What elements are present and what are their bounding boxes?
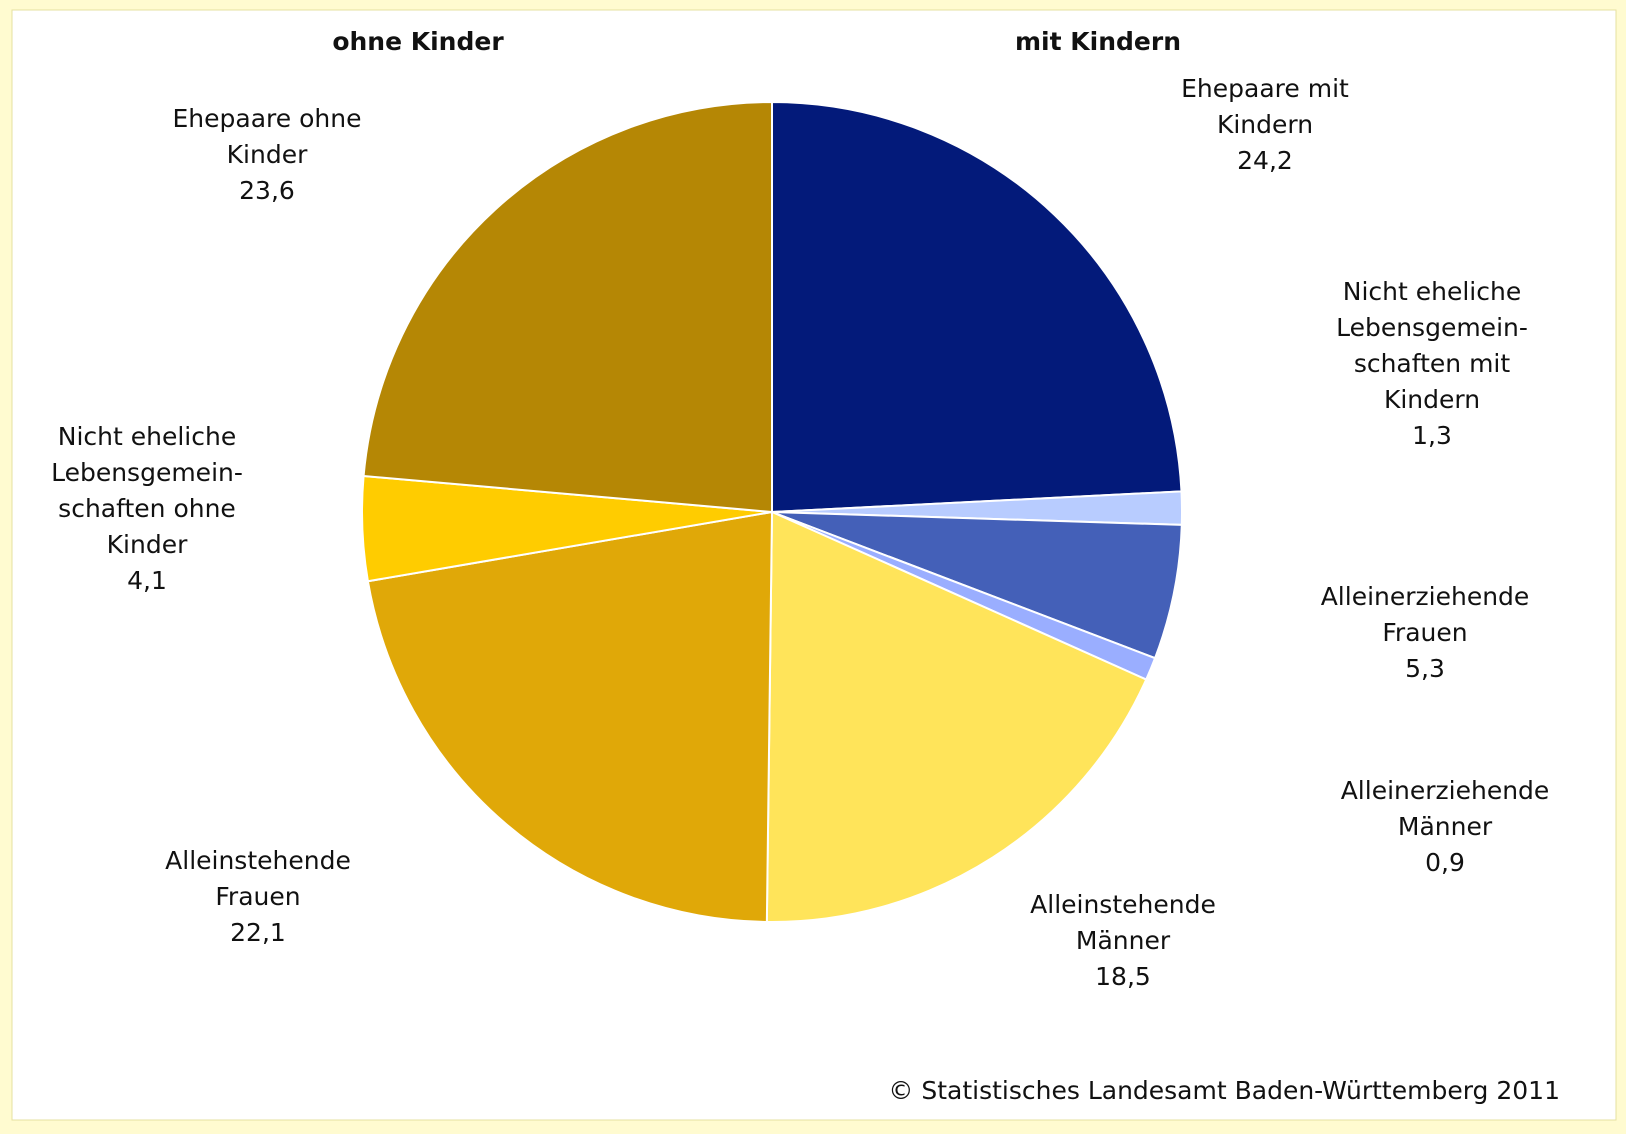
slice-label: Kinder <box>107 530 188 559</box>
value-label: 22,1 <box>230 918 286 947</box>
group-label: ohne Kinder <box>332 27 504 56</box>
value-label: 5,3 <box>1405 654 1445 683</box>
slice-label: Männer <box>1398 812 1493 841</box>
slice-label: Männer <box>1076 926 1171 955</box>
slice-label: Kindern <box>1217 110 1313 139</box>
pie-slice <box>765 510 1148 923</box>
slice-label: Nicht eheliche <box>58 422 236 451</box>
value-label: 4,1 <box>127 566 167 595</box>
slice-label: Frauen <box>215 882 300 911</box>
slice-label: Nicht eheliche <box>1343 277 1521 306</box>
slice-label: Ehepaare ohne <box>173 104 362 133</box>
value-label: 23,6 <box>239 176 295 205</box>
slice-label: Kindern <box>1384 385 1480 414</box>
slice-label: Ehepaare mit <box>1181 74 1349 103</box>
slice-label: Lebensgemein- <box>51 458 243 487</box>
pie-slice <box>366 510 774 923</box>
value-label: 24,2 <box>1237 146 1293 175</box>
pie-slice <box>771 100 1183 514</box>
slice-label: schaften ohne <box>58 494 236 523</box>
slice-label: Alleinstehende <box>165 846 351 875</box>
slice-label: Alleinstehende <box>1030 890 1216 919</box>
value-label: 18,5 <box>1095 962 1151 991</box>
pie-slice <box>771 511 1183 660</box>
slice-label: schaften mit <box>1354 349 1511 378</box>
slice-label: Frauen <box>1382 618 1467 647</box>
value-label: 0,9 <box>1425 848 1465 877</box>
group-label: mit Kindern <box>1015 27 1181 56</box>
source: © Statistisches Landesamt Baden-Württemb… <box>888 1076 1560 1105</box>
value-label: 1,3 <box>1412 421 1452 450</box>
slice-label: Lebensgemein- <box>1336 313 1528 342</box>
pie-slice <box>362 100 773 514</box>
slice-label: Alleinerziehende <box>1341 776 1550 805</box>
slice-label: Alleinerziehende <box>1321 582 1530 611</box>
slice-label: Kinder <box>227 140 308 169</box>
